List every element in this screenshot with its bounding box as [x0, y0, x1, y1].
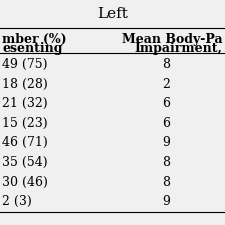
Text: mber (%): mber (%)	[2, 33, 67, 46]
Text: 18 (28): 18 (28)	[2, 78, 48, 91]
Text: 8: 8	[162, 156, 170, 169]
Text: 30 (46): 30 (46)	[2, 176, 48, 189]
Text: 46 (71): 46 (71)	[2, 136, 48, 149]
Text: 2: 2	[162, 78, 170, 91]
Text: Impairment,: Impairment,	[135, 42, 223, 55]
Text: Left: Left	[97, 7, 128, 21]
Text: 8: 8	[162, 58, 170, 71]
Text: 21 (32): 21 (32)	[2, 97, 48, 110]
Text: Mean Body-Pa: Mean Body-Pa	[122, 33, 223, 46]
Text: 9: 9	[162, 195, 170, 208]
Text: 49 (75): 49 (75)	[2, 58, 48, 71]
Text: 35 (54): 35 (54)	[2, 156, 48, 169]
Text: 2 (3): 2 (3)	[2, 195, 32, 208]
Text: 15 (23): 15 (23)	[2, 117, 48, 130]
Text: 8: 8	[162, 176, 170, 189]
Text: 6: 6	[162, 117, 170, 130]
Text: esenting: esenting	[2, 42, 63, 55]
Text: 9: 9	[162, 136, 170, 149]
Text: 6: 6	[162, 97, 170, 110]
